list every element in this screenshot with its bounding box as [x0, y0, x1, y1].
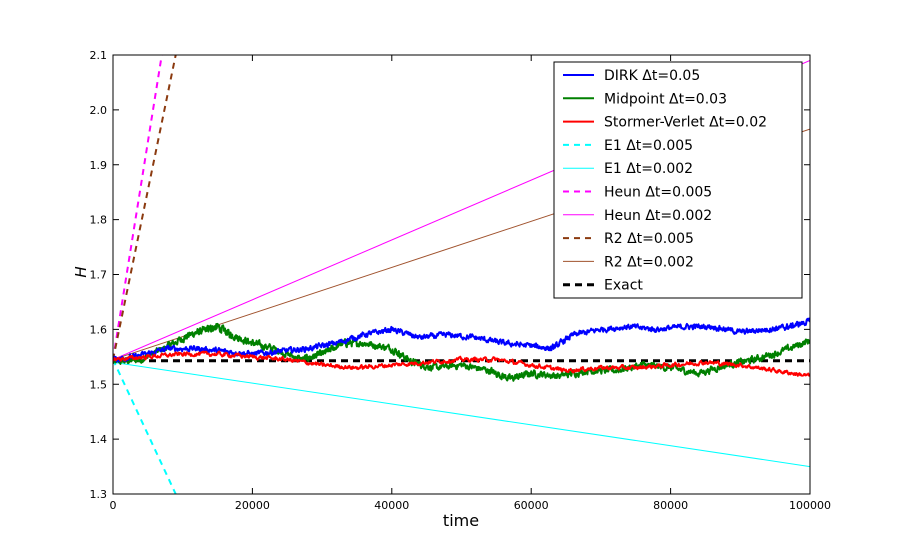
x-tick-label: 80000	[653, 499, 688, 512]
y-tick-label: 1.7	[90, 269, 108, 282]
legend-label-midpoint-dtt-0-03: Midpoint Δt=0.03	[604, 91, 727, 107]
axis-ticks: 0 20000 40000 60000 80000 100000 1.3 1.4 1.5 1.6 1…	[90, 49, 832, 512]
x-tick-label: 100000	[789, 499, 831, 512]
y-tick-label: 1.4	[90, 433, 108, 446]
legend-label-e1-dtt-0-005: E1 Δt=0.005	[604, 138, 693, 154]
series-line-stormer-verlet-dtt-0-02	[113, 350, 810, 377]
legend-label-stormer-verlet-dtt-0-02: Stormer-Verlet Δt=0.02	[604, 115, 767, 131]
legend-label-r2-dtt-0-002: R2 Δt=0.002	[604, 254, 694, 270]
series-line-heun-dtt-0-005	[113, 55, 163, 360]
y-tick-label: 1.9	[90, 159, 108, 172]
x-tick-label: 20000	[235, 499, 270, 512]
legend-box	[553, 61, 803, 299]
x-tick-label: 0	[110, 499, 117, 512]
legend-label-r2-dtt-0-005: R2 Δt=0.005	[604, 231, 694, 247]
legend: DIRK Δt=0.05 Midpoint Δt=0.03 Stormer-Verl…	[553, 61, 803, 299]
series-line-dirk-dtt-0-05	[113, 317, 810, 363]
series-line-e1-dtt-0-005	[113, 359, 177, 494]
y-tick-label: 1.6	[90, 323, 108, 336]
series-line-r2-dtt-0-005	[113, 55, 177, 360]
y-tick-label: 1.5	[90, 378, 108, 391]
x-tick-label: 60000	[514, 499, 549, 512]
legend-label-exact: Exact	[604, 278, 643, 294]
legend-label-e1-dtt-0-002: E1 Δt=0.002	[604, 161, 693, 177]
x-tick-label: 40000	[374, 499, 409, 512]
legend-label-dirk-dtt-0-05: DIRK Δt=0.05	[604, 68, 700, 84]
y-tick-label: 2.1	[90, 49, 108, 62]
legend-label-heun-dtt-0-002: Heun Δt=0.002	[604, 208, 712, 224]
legend-label-heun-dtt-0-005: Heun Δt=0.005	[604, 185, 712, 201]
series-line-e1-dtt-0-002	[113, 361, 810, 468]
y-tick-label: 1.8	[90, 214, 108, 227]
y-axis-label: H	[72, 266, 90, 277]
y-tick-label: 2.0	[90, 104, 108, 117]
x-axis-label: time	[443, 511, 479, 530]
series-layer	[113, 55, 810, 494]
y-tick-label: 1.3	[90, 488, 108, 501]
